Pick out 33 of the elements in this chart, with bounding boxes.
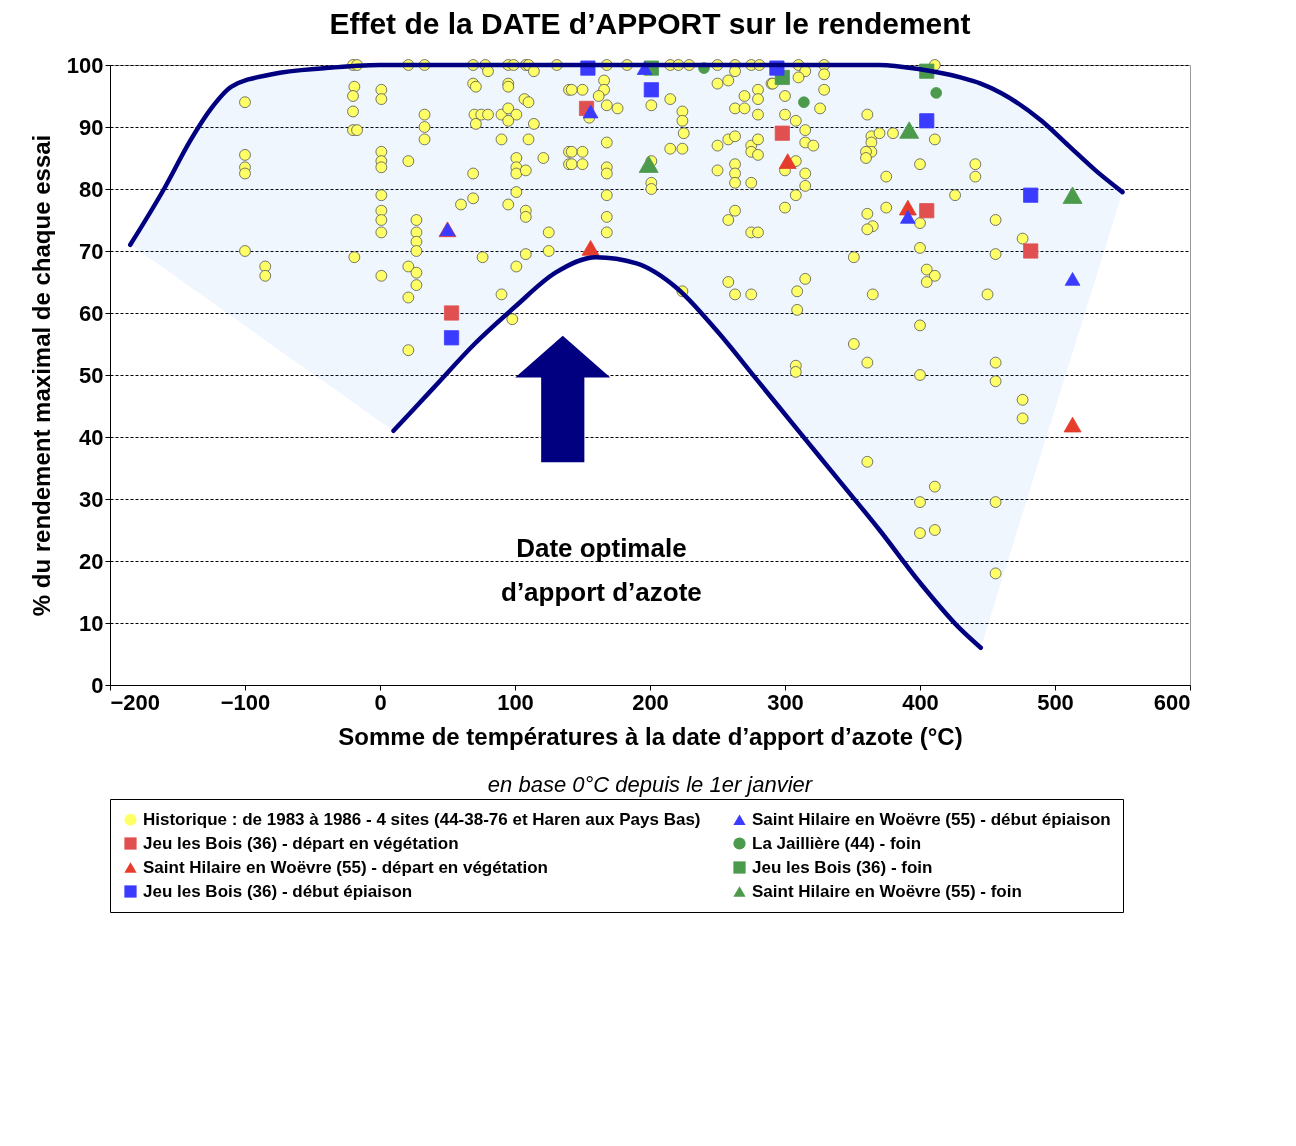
x-tick-label: 200 <box>632 689 669 715</box>
text: en base 0°C depuis le 1er janvier <box>487 772 814 797</box>
x-tick-label: −200 <box>110 689 161 715</box>
y-tick-label: 10 <box>79 610 104 636</box>
legend-label: Saint Hilaire en Woëvre (55) - début épiaison <box>752 809 1111 829</box>
legend-label: La Jaillière (44) - foin <box>752 833 922 853</box>
x-tick-label: 500 <box>1037 689 1074 715</box>
legend-label: Historique : de 1983 à 1986 - 4 sites (44-38-76 et Haren aux Pays Bas) <box>143 809 701 829</box>
y-axis-title: % du rendement maximal de chaque essai <box>27 134 55 617</box>
legend-label: Jeu les Bois (36) - début épiaison <box>143 881 413 901</box>
annotation: Date optimale d’apport d’azote <box>501 532 702 607</box>
y-tick-label: 100 <box>66 52 104 78</box>
x-tick-label: 300 <box>767 689 804 715</box>
legend-label: Saint Hilaire en Woëvre (55) - départ en végétation <box>143 857 548 877</box>
x-tick-label: −100 <box>220 689 271 715</box>
y-tick-label: 0 <box>91 672 104 698</box>
x-tick-label: 0 <box>374 689 387 715</box>
y-tick-label: 70 <box>79 238 104 264</box>
chart-title: Effet de la DATE d’APPORT sur le rendement <box>329 7 971 40</box>
legend-label: Jeu les Bois (36) - départ en végétation <box>143 833 459 853</box>
y-tick-label: 50 <box>79 362 104 388</box>
y-tick-label: 40 <box>79 424 104 450</box>
y-tick-label: 80 <box>79 176 104 202</box>
y-tick-label: 90 <box>79 114 104 140</box>
x-axis-title: Somme de températures à la date d’apport d’azote (°C) <box>338 722 963 750</box>
legend-label: Saint Hilaire en Woëvre (55) - foin <box>752 881 1022 901</box>
x-tick-label: 100 <box>497 689 534 715</box>
y-tick-label: 30 <box>79 486 104 512</box>
legend-label: Jeu les Bois (36) - foin <box>752 857 933 877</box>
y-tick-label: 60 <box>79 300 104 326</box>
y-tick-label: 20 <box>79 548 104 574</box>
x-tick-label: 400 <box>902 689 939 715</box>
x-tick-label: 600 <box>1153 689 1191 715</box>
